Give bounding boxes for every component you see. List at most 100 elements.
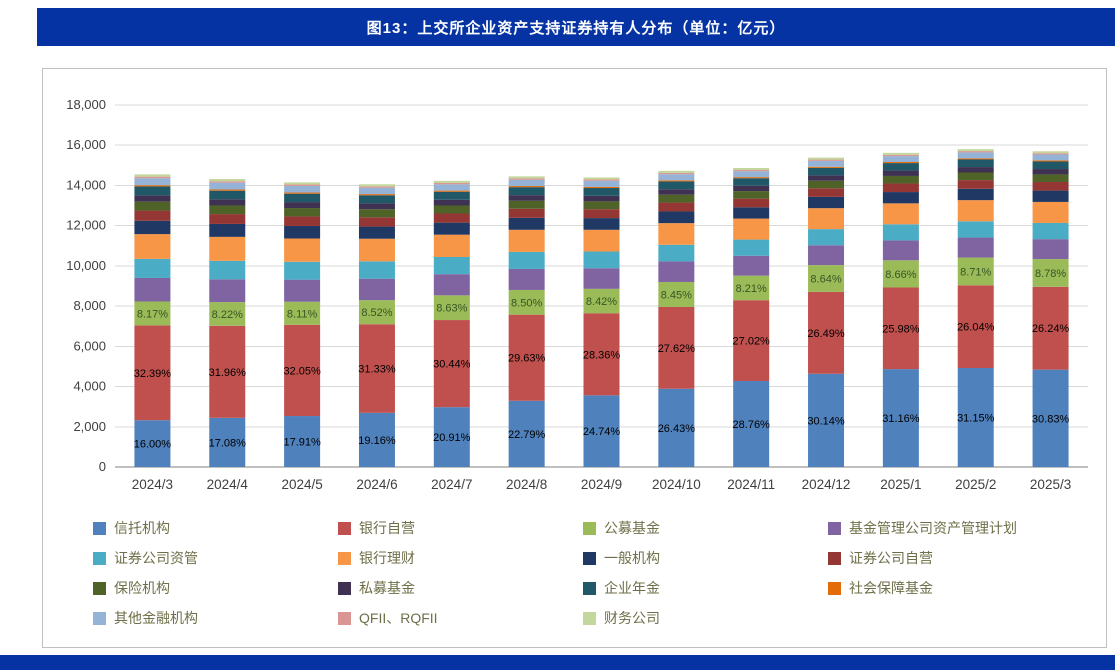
legend-item: 证券公司自营	[828, 548, 1106, 568]
bar-segment	[358, 217, 395, 227]
bar-segment	[508, 186, 545, 188]
x-axis-category-label: 2024/3	[132, 477, 173, 492]
x-axis-category-label: 2024/8	[506, 477, 547, 492]
bar-segment	[1032, 259, 1069, 287]
bar-segment	[433, 180, 470, 183]
bar-segment	[1032, 181, 1069, 191]
bar-segment	[209, 223, 246, 237]
bar-segment	[808, 166, 845, 168]
legend-swatch	[583, 611, 596, 625]
bar-segment	[882, 183, 919, 193]
bar-segment	[1032, 286, 1069, 370]
bottom-bar	[0, 655, 1115, 670]
percent-label: 19.16%	[358, 435, 396, 447]
bar-segment	[358, 238, 395, 262]
bar-segment	[209, 214, 246, 224]
legend-label: 一般机构	[604, 550, 660, 566]
bar-segment	[508, 217, 545, 230]
x-axis-category-label: 2024/9	[581, 477, 622, 492]
legend-item: 公募基金	[583, 518, 828, 538]
bar-segment	[1032, 154, 1069, 161]
bar-segment	[957, 200, 994, 222]
bar-segment	[583, 179, 620, 181]
bar-segment	[508, 208, 545, 218]
bar-segment	[209, 179, 246, 182]
bar-segment	[209, 302, 246, 326]
bar-segment	[658, 388, 695, 467]
chart-legend: 信托机构 银行自营 公募基金 基金管理公司资产管理计划 证券公司资管 银行理财 一般机构 证券…	[93, 518, 1106, 628]
y-axis-tick-label: 8,000	[73, 298, 106, 313]
bar-segment	[957, 221, 994, 238]
bar-segment	[957, 172, 994, 181]
bar-segment	[583, 177, 620, 180]
x-axis-category-label: 2025/2	[955, 477, 996, 492]
legend-label: 企业年金	[604, 580, 660, 596]
percent-label: 30.83%	[1032, 413, 1070, 425]
bar-segment	[658, 174, 695, 181]
bar-segment	[583, 229, 620, 252]
bar-segment	[808, 175, 845, 181]
bar-segment	[882, 170, 919, 176]
legend-swatch	[338, 611, 351, 625]
percent-label: 26.04%	[957, 322, 995, 334]
x-axis-category-label: 2025/3	[1030, 477, 1071, 492]
bar-segment	[882, 162, 919, 164]
bar-segment	[284, 192, 321, 194]
legend-item: 财务公司	[583, 608, 828, 628]
bar-segment	[134, 420, 171, 467]
percent-label: 31.15%	[957, 413, 995, 425]
bar-segment	[957, 180, 994, 189]
x-axis-category-label: 2024/4	[207, 477, 249, 492]
bar-segment	[1032, 169, 1069, 175]
legend-item: 社会保障基金	[828, 578, 1106, 598]
bar-segment	[433, 257, 470, 275]
bar-segment	[658, 211, 695, 224]
bar-segment	[1032, 174, 1069, 182]
percent-label: 8.64%	[810, 273, 841, 285]
bar-segment	[284, 324, 321, 417]
bar-segment	[358, 186, 395, 188]
bar-segment	[733, 239, 770, 256]
bar-segment	[583, 268, 620, 289]
bar-segment	[658, 194, 695, 203]
bar-segment	[733, 185, 770, 192]
bar-segment	[508, 187, 545, 196]
legend-label: 银行理财	[359, 550, 415, 566]
x-axis-category-label: 2024/11	[727, 477, 775, 492]
x-axis-category-label: 2024/5	[281, 477, 322, 492]
bar-segment	[134, 234, 171, 259]
bar-segment	[284, 301, 321, 325]
bar-segment	[508, 400, 545, 467]
bar-segment	[1032, 151, 1069, 154]
y-axis-tick-label: 12,000	[66, 218, 106, 233]
percent-label: 24.74%	[583, 426, 621, 438]
legend-label: 财务公司	[604, 610, 660, 626]
bar-segment	[284, 185, 321, 193]
legend-item: 企业年金	[583, 578, 828, 598]
percent-label: 30.44%	[433, 359, 471, 371]
percent-label: 8.66%	[885, 269, 916, 281]
percent-label: 8.45%	[661, 289, 692, 301]
bar-segment	[733, 169, 770, 172]
percent-label: 30.14%	[807, 415, 845, 427]
percent-label: 25.98%	[882, 323, 920, 335]
bar-segment	[733, 198, 770, 208]
percent-label: 8.63%	[436, 303, 467, 315]
bar-segment	[583, 195, 620, 202]
bar-segment	[433, 407, 470, 467]
bar-segment	[433, 222, 470, 235]
bar-segment	[733, 218, 770, 240]
bar-segment	[957, 167, 994, 173]
bar-segment	[209, 182, 246, 190]
bar-segment	[808, 373, 845, 467]
figure-title: 图13：上交所企业资产支持证券持有人分布（单位：亿元）	[366, 19, 786, 37]
bar-segment	[957, 159, 994, 168]
percent-label: 32.39%	[134, 368, 172, 380]
figure-title-bar: 图13：上交所企业资产支持证券持有人分布（单位：亿元）	[37, 8, 1115, 46]
bar-segment	[134, 185, 171, 187]
legend-item: 一般机构	[583, 548, 828, 568]
legend-label: 保险机构	[114, 580, 170, 596]
bar-segment	[508, 268, 545, 290]
bar-segment	[882, 224, 919, 241]
bar-segment	[658, 172, 695, 175]
